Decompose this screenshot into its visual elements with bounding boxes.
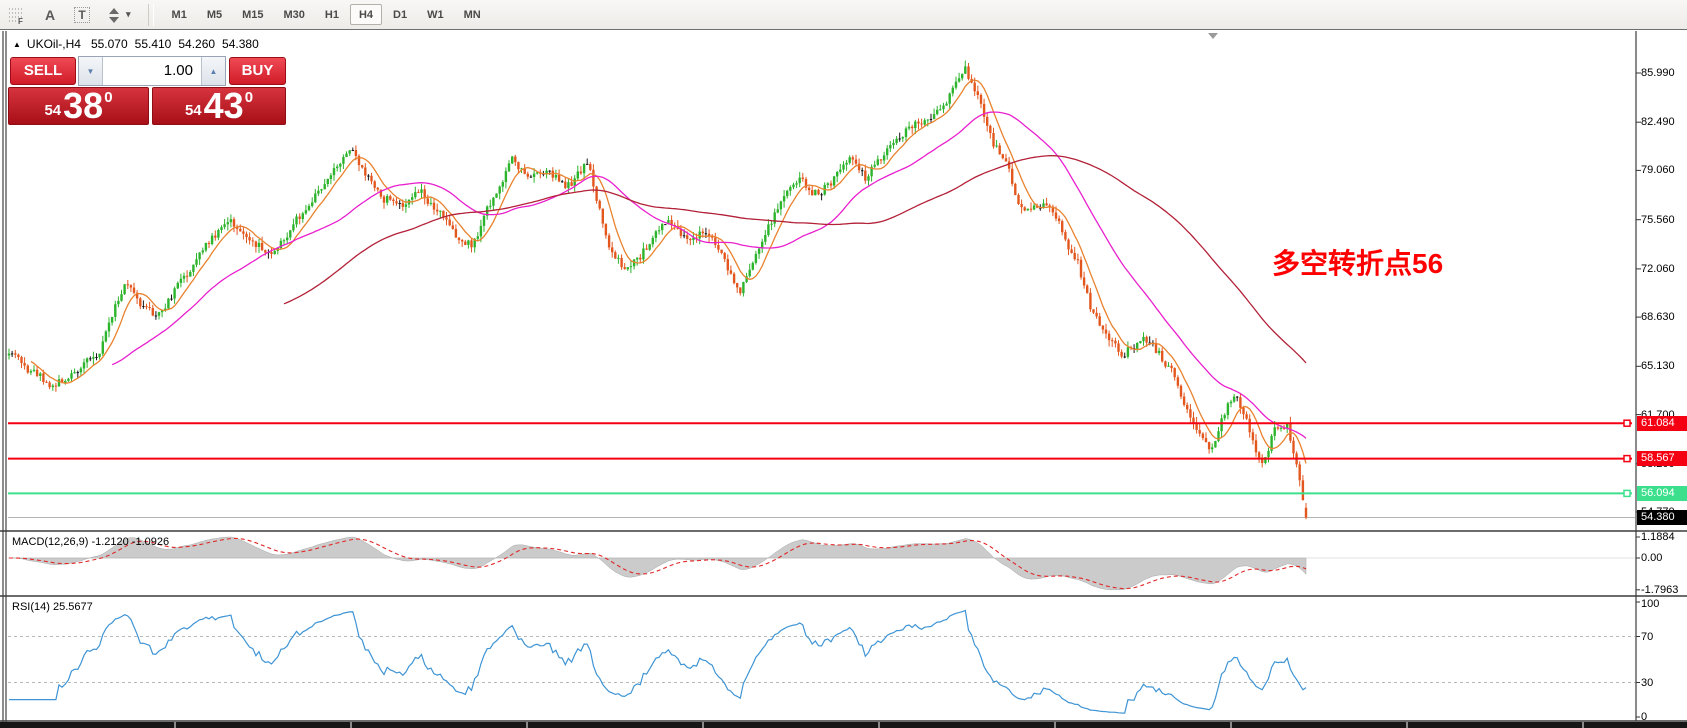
macd-indicator-label: MACD(12,26,9) -1.2120 -1.0926 [12, 536, 170, 548]
volume-decrease-button[interactable]: ▼ [79, 57, 103, 85]
timeframe-W1[interactable]: W1 [418, 4, 453, 25]
buy-price-sup: 0 [244, 89, 254, 106]
sell-button[interactable]: SELL [10, 57, 76, 85]
timeframe-M15[interactable]: M15 [233, 4, 272, 25]
sell-price-prefix: 54 [44, 102, 62, 119]
timeframe-H1[interactable]: H1 [316, 4, 348, 25]
buy-price-main: 43 [203, 85, 244, 127]
ohlc-close: 54.380 [222, 37, 259, 51]
timeframe-M30[interactable]: M30 [275, 4, 314, 25]
ohlc-low: 54.260 [178, 37, 216, 51]
text-label-icon[interactable]: A [37, 4, 63, 26]
cursor-arrows-icon[interactable]: ▾ [101, 4, 135, 26]
arrow-up-icon: ▲ [209, 66, 218, 76]
buy-price-prefix: 54 [184, 102, 202, 119]
ohlc-open: 55.070 [90, 37, 128, 51]
buy-button[interactable]: BUY [229, 57, 286, 85]
text-box-icon[interactable]: T [69, 4, 95, 26]
timeframe-D1[interactable]: D1 [384, 4, 416, 25]
volume-increase-button[interactable]: ▲ [201, 57, 225, 85]
grid-f-icon[interactable]: F [3, 4, 31, 26]
timeframe-M1[interactable]: M1 [163, 4, 196, 25]
price-level-chip[interactable]: 61.084 [1637, 415, 1687, 431]
toolbar-separator [147, 3, 154, 26]
ohlc-high: 55.410 [134, 37, 172, 51]
symbol-period: UKOil-,H4 [26, 37, 81, 51]
timeframe-MN[interactable]: MN [455, 4, 490, 25]
sell-price-button[interactable]: 54 38 0 [8, 87, 149, 125]
text-label-glyph: A [44, 6, 56, 23]
collapse-icon[interactable]: ▲ [13, 40, 21, 49]
window-left-edge [2, 31, 7, 728]
rsi-indicator-label: RSI(14) 25.5677 [12, 601, 93, 613]
sell-price-sup: 0 [104, 89, 113, 106]
chart-title: ▲ UKOil-,H4 55.070 55.410 54.260 54.380 [13, 37, 266, 51]
price-level-chip[interactable]: 58.567 [1637, 451, 1687, 467]
sell-price-main: 38 [63, 85, 104, 127]
toolbar: F A T ▾ M1 M5 M15 M30 H1 H4 D1 W1 MN [0, 0, 1687, 30]
text-box-glyph: T [74, 6, 90, 23]
volume-input[interactable]: 1.00 [163, 62, 193, 79]
timeframe-H4[interactable]: H4 [349, 4, 383, 25]
volume-control: ▼ 1.00 ▲ [78, 56, 226, 86]
current-price-chip: 54.380 [1637, 509, 1687, 525]
time-axis-strip[interactable] [0, 722, 1687, 728]
dropdown-caret-icon: ▾ [126, 9, 131, 19]
buy-price-button[interactable]: 54 43 0 [152, 87, 286, 125]
timeframe-group: M1 M5 M15 M30 H1 H4 D1 W1 MN [162, 4, 491, 25]
chart-annotation: 多空转折点56 [1272, 248, 1444, 279]
timeframe-M5[interactable]: M5 [198, 4, 231, 25]
price-level-chip[interactable]: 56.094 [1637, 485, 1687, 501]
arrow-down-icon: ▼ [86, 66, 95, 76]
svg-text:F: F [18, 17, 23, 25]
